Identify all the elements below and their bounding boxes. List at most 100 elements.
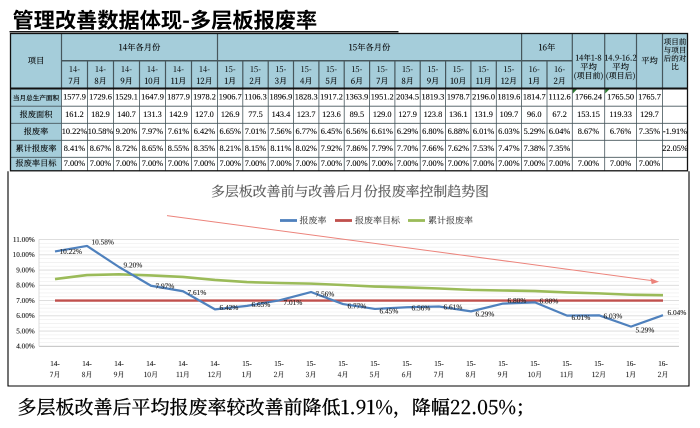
svg-text:119.33: 119.33 [609, 110, 632, 119]
svg-text:6.00%: 6.00% [16, 312, 35, 320]
svg-text:6.61%: 6.61% [444, 303, 463, 312]
svg-text:7.47%: 7.47% [498, 144, 520, 153]
svg-text:14-: 14- [178, 360, 188, 368]
svg-text:10.22%: 10.22% [62, 127, 88, 136]
svg-text:136.1: 136.1 [449, 110, 468, 119]
svg-text:1906.7: 1906.7 [219, 93, 242, 102]
svg-text:6.61%: 6.61% [371, 127, 393, 136]
svg-text:7.01%: 7.01% [245, 127, 267, 136]
svg-text:6.03%: 6.03% [498, 127, 520, 136]
svg-text:8.21%: 8.21% [219, 144, 241, 153]
svg-text:7.79%: 7.79% [371, 144, 393, 153]
svg-text:131.9: 131.9 [474, 110, 493, 119]
svg-text:7.00%: 7.00% [16, 297, 35, 305]
svg-text:143.4: 143.4 [272, 110, 292, 119]
svg-text:15-: 15- [242, 360, 252, 368]
svg-text:2034.5: 2034.5 [396, 93, 419, 102]
svg-text:96.0: 96.0 [527, 110, 542, 119]
svg-text:7.00%: 7.00% [639, 159, 661, 168]
svg-text:10.00%: 10.00% [13, 251, 35, 259]
svg-text:9.00%: 9.00% [16, 266, 35, 274]
svg-text:10.58%: 10.58% [88, 127, 114, 136]
svg-text:6.77%: 6.77% [348, 302, 367, 311]
svg-text:6.80%: 6.80% [422, 127, 444, 136]
svg-text:7.56%: 7.56% [270, 127, 292, 136]
svg-text:14-: 14- [146, 360, 156, 368]
svg-text:1978.2: 1978.2 [193, 93, 216, 102]
svg-text:67.2: 67.2 [552, 110, 567, 119]
svg-text:6.65%: 6.65% [252, 300, 271, 309]
svg-text:7.61%: 7.61% [168, 127, 190, 136]
svg-text:8.41%: 8.41% [64, 144, 86, 153]
svg-text:6.65%: 6.65% [219, 127, 241, 136]
svg-text:1819.3: 1819.3 [421, 93, 444, 102]
svg-text:7.92%: 7.92% [321, 144, 343, 153]
svg-text:15-: 15- [466, 360, 476, 368]
svg-text:7.00%: 7.00% [321, 159, 343, 168]
svg-text:123.7: 123.7 [297, 110, 316, 119]
svg-text:1106.3: 1106.3 [244, 93, 267, 102]
svg-text:15-: 15- [594, 360, 604, 368]
svg-text:6.56%: 6.56% [412, 303, 431, 312]
svg-text:9.20%: 9.20% [124, 261, 143, 270]
svg-text:6.42%: 6.42% [220, 303, 239, 312]
svg-text:6.80%: 6.80% [508, 296, 527, 305]
svg-text:1363.9: 1363.9 [345, 93, 368, 102]
svg-text:7.00%: 7.00% [270, 159, 292, 168]
svg-text:10.22%: 10.22% [60, 247, 83, 256]
svg-text:7.00%: 7.00% [168, 159, 190, 168]
svg-text:4.00%: 4.00% [16, 343, 35, 351]
svg-text:8.15%: 8.15% [245, 144, 267, 153]
svg-text:7.00%: 7.00% [549, 159, 571, 168]
svg-text:6.45%: 6.45% [380, 306, 399, 315]
svg-text:7.00%: 7.00% [116, 159, 138, 168]
svg-text:6.45%: 6.45% [321, 127, 343, 136]
svg-text:1819.6: 1819.6 [497, 93, 520, 102]
svg-text:7.00%: 7.00% [90, 159, 112, 168]
svg-text:7.53%: 7.53% [473, 144, 495, 153]
svg-text:8.65%: 8.65% [142, 144, 164, 153]
svg-text:7.00%: 7.00% [610, 159, 632, 168]
svg-text:7.01%: 7.01% [284, 298, 303, 307]
svg-text:15-: 15- [370, 360, 380, 368]
svg-text:10.58%: 10.58% [92, 238, 115, 247]
svg-text:142.9: 142.9 [169, 110, 188, 119]
svg-text:15-: 15- [306, 360, 316, 368]
svg-text:7.62%: 7.62% [448, 144, 470, 153]
svg-text:1877.9: 1877.9 [167, 93, 190, 102]
svg-text:7.00%: 7.00% [448, 159, 470, 168]
svg-text:16-: 16- [658, 360, 668, 368]
svg-text:1765.7: 1765.7 [638, 93, 661, 102]
svg-text:1896.9: 1896.9 [269, 93, 292, 102]
svg-text:15-: 15- [562, 360, 572, 368]
svg-text:8.35%: 8.35% [194, 144, 216, 153]
svg-text:6.01%: 6.01% [473, 127, 495, 136]
svg-text:1112.6: 1112.6 [548, 93, 570, 102]
svg-text:14-: 14- [82, 360, 92, 368]
svg-text:1814.7: 1814.7 [523, 93, 546, 102]
svg-text:14-: 14- [210, 360, 220, 368]
svg-text:1729.6: 1729.6 [89, 93, 112, 102]
svg-text:7.61%: 7.61% [188, 288, 207, 297]
svg-text:7.00%: 7.00% [194, 159, 216, 168]
svg-text:1917.2: 1917.2 [320, 93, 343, 102]
svg-text:7.97%: 7.97% [156, 281, 175, 290]
svg-text:15-: 15- [274, 360, 284, 368]
svg-text:1978.7: 1978.7 [447, 93, 470, 102]
svg-text:131.3: 131.3 [143, 110, 162, 119]
svg-text:7.00%: 7.00% [295, 159, 317, 168]
svg-text:15-: 15- [402, 360, 412, 368]
svg-text:8.00%: 8.00% [16, 282, 35, 290]
svg-text:7.35%: 7.35% [549, 144, 571, 153]
svg-text:7.00%: 7.00% [397, 159, 419, 168]
svg-text:11.00%: 11.00% [13, 236, 35, 244]
svg-text:8.55%: 8.55% [168, 144, 190, 153]
svg-text:127.9: 127.9 [398, 110, 417, 119]
svg-text:8.02%: 8.02% [295, 144, 317, 153]
svg-text:-1.91%: -1.91% [663, 127, 687, 136]
svg-text:7.86%: 7.86% [346, 144, 368, 153]
svg-text:6.04%: 6.04% [668, 308, 687, 317]
svg-text:5.00%: 5.00% [16, 327, 35, 335]
svg-text:7.00%: 7.00% [346, 159, 368, 168]
svg-text:7.00%: 7.00% [578, 159, 600, 168]
